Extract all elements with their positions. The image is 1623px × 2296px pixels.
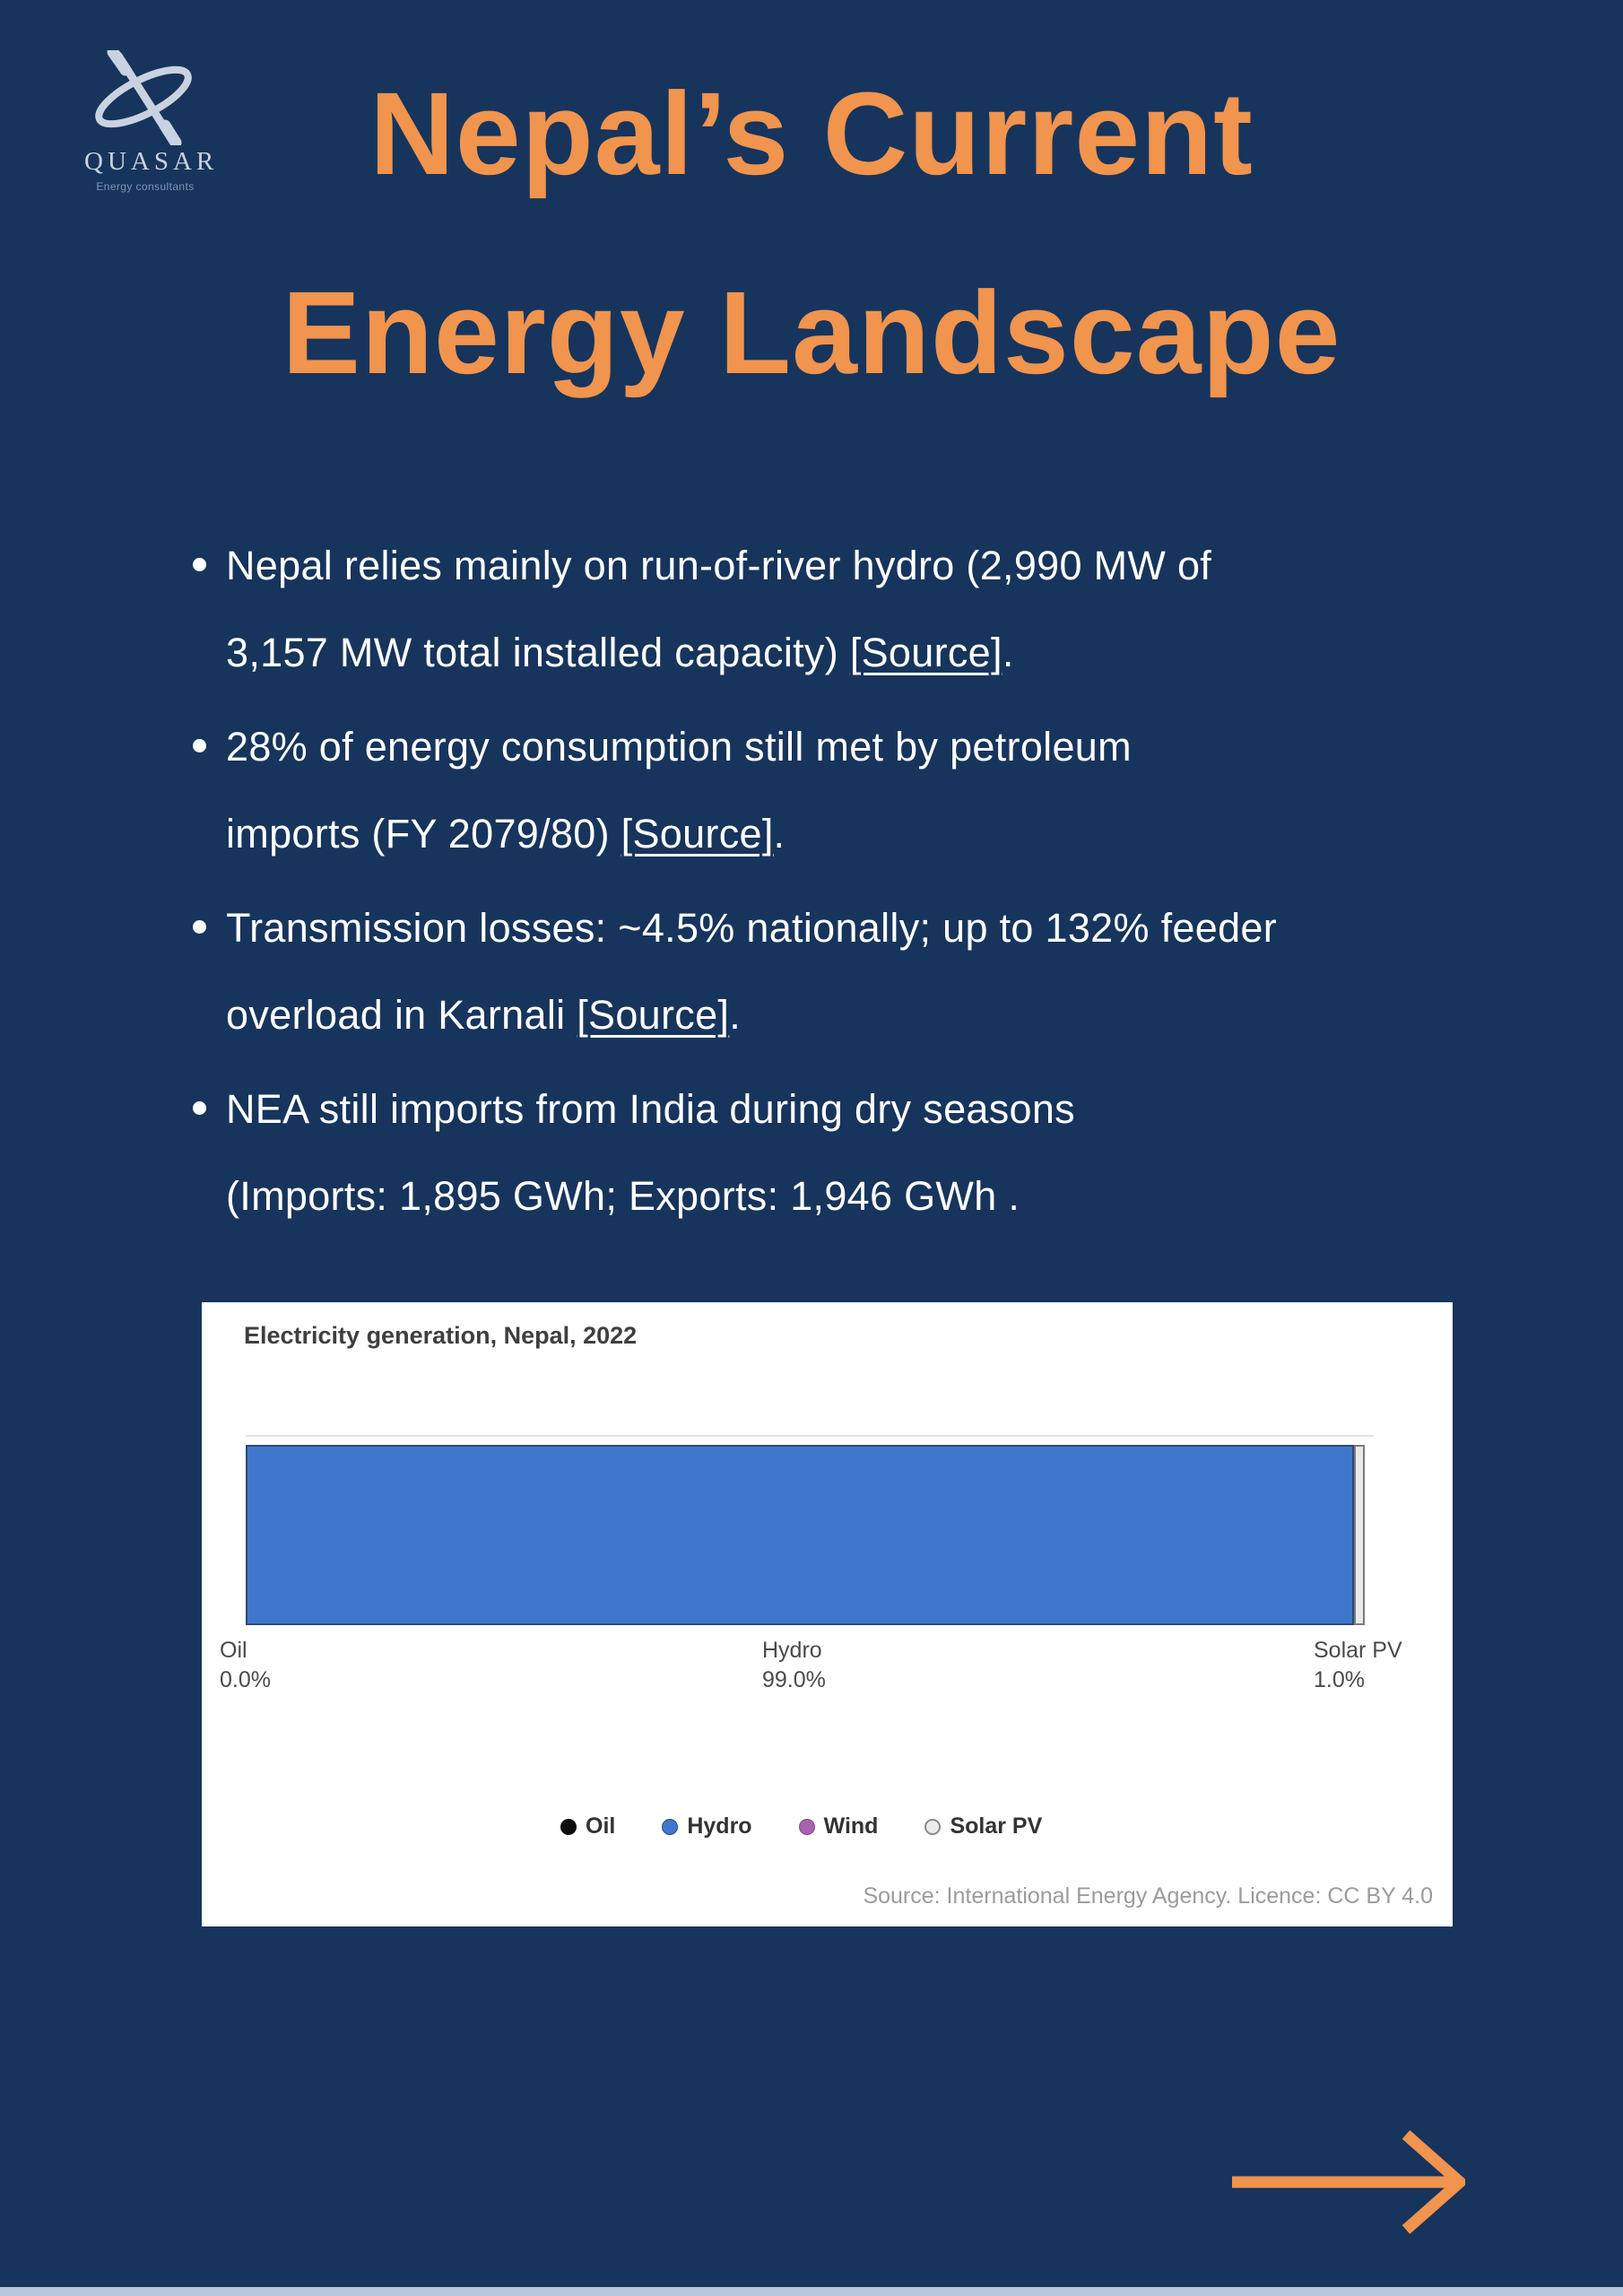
legend-label: Oil (586, 1813, 616, 1839)
axis-label-value: 1.0% (1314, 1667, 1365, 1692)
hydro-dot-icon (662, 1818, 679, 1835)
stacked-bar (246, 1445, 1365, 1625)
arrow-right-icon (1232, 2130, 1469, 2234)
next-arrow[interactable] (1230, 2126, 1469, 2239)
page-title-line2: Energy Landscape (282, 266, 1341, 398)
footer-strip (0, 2287, 1623, 2296)
axis-label-solar-pv: Solar PV 1.0% (1314, 1636, 1402, 1695)
logo-tagline: Energy consultants (96, 180, 195, 193)
bullet-text: . (773, 811, 785, 857)
bullet-text: . (729, 992, 742, 1038)
bullet-text: 3,157 MW total installed capacity) (226, 630, 850, 675)
bullet-list: Nepal relies mainly on run-of-river hydr… (193, 522, 1517, 1247)
plot-top-border (246, 1435, 1374, 1437)
axis-label-value: 99.0% (762, 1667, 826, 1692)
axis-label-name: Oil (220, 1638, 247, 1663)
page-title: Nepal’s Current Energy Landscape (0, 34, 1623, 432)
source-link[interactable]: [Source] (621, 811, 774, 857)
oil-dot-icon (560, 1818, 577, 1835)
bullet-text: Transmission losses: ~4.5% nationally; u… (226, 905, 1278, 951)
quasar-swoosh-icon (95, 50, 192, 145)
page-title-line1: Nepal’s Current (369, 67, 1254, 199)
axis-label-oil: Oil 0.0% (220, 1636, 271, 1695)
bullet-text: overload in Karnali (226, 992, 577, 1038)
bar-segment-hydro (246, 1445, 1354, 1625)
chart-source-caption: Source: International Energy Agency. Lic… (863, 1883, 1433, 1909)
bullet-text: . (1002, 630, 1014, 675)
axis-label-name: Hydro (762, 1638, 822, 1663)
legend-item-solar-pv: Solar PV (924, 1813, 1042, 1839)
legend-label: Hydro (687, 1813, 752, 1839)
bullet-item: Nepal relies mainly on run-of-river hydr… (193, 522, 1517, 696)
chart-title: Electricity generation, Nepal, 2022 (244, 1322, 638, 1349)
solar-pv-dot-icon (924, 1818, 942, 1835)
bullet-text: imports (FY 2079/80) (226, 811, 621, 857)
logo-name: QUASAR (84, 147, 219, 176)
bullet-item: 28% of energy consumption still met by p… (193, 703, 1517, 877)
electricity-generation-chart: Electricity generation, Nepal, 2022 Oil … (202, 1302, 1453, 1926)
source-link[interactable]: [Source] (849, 630, 1002, 675)
legend-item-hydro: Hydro (662, 1813, 752, 1839)
legend-label: Solar PV (950, 1813, 1043, 1839)
legend-item-wind: Wind (798, 1813, 879, 1839)
axis-label-name: Solar PV (1314, 1638, 1402, 1663)
legend-label: Wind (823, 1813, 879, 1839)
bar-segment-solar-pv (1353, 1445, 1365, 1625)
legend-item-oil: Oil (560, 1813, 615, 1839)
bullet-text: NEA still imports from India during dry … (226, 1086, 1075, 1132)
bullet-text: 28% of energy consumption still met by p… (226, 724, 1132, 770)
wind-dot-icon (798, 1818, 815, 1835)
bullet-text: (Imports: 1,895 GWh; Exports: 1,946 GWh … (226, 1173, 1020, 1219)
axis-label-value: 0.0% (220, 1667, 271, 1692)
bullet-item: NEA still imports from India during dry … (193, 1065, 1517, 1239)
bullet-item: Transmission losses: ~4.5% nationally; u… (193, 884, 1517, 1058)
axis-label-hydro: Hydro 99.0% (762, 1636, 826, 1695)
quasar-logo: QUASAR Energy consultants (84, 50, 213, 193)
chart-legend: Oil Hydro Wind Solar PV (560, 1813, 1042, 1839)
source-link[interactable]: [Source] (577, 992, 730, 1038)
bullet-text: Nepal relies mainly on run-of-river hydr… (226, 543, 1212, 588)
